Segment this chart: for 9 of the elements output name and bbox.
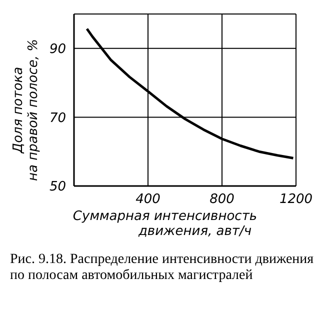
y-tick-label: 90	[49, 42, 66, 58]
x-tick-label: 1200	[279, 192, 313, 208]
y-axis-title: Доля потока на правой полосе, %	[11, 39, 41, 181]
x-axis-title: Суммарная интенсивность движения, авт/ч	[72, 209, 258, 239]
x-tick-label: 400	[136, 192, 160, 208]
text: Рис. 9.18. Распределение интенсивности движения по полосам автомобильных магистралей	[9, 251, 315, 284]
y-tick-label: 50	[49, 180, 66, 195]
x-tick-label: 800	[210, 192, 234, 208]
y-tick-label: 70	[49, 110, 66, 126]
